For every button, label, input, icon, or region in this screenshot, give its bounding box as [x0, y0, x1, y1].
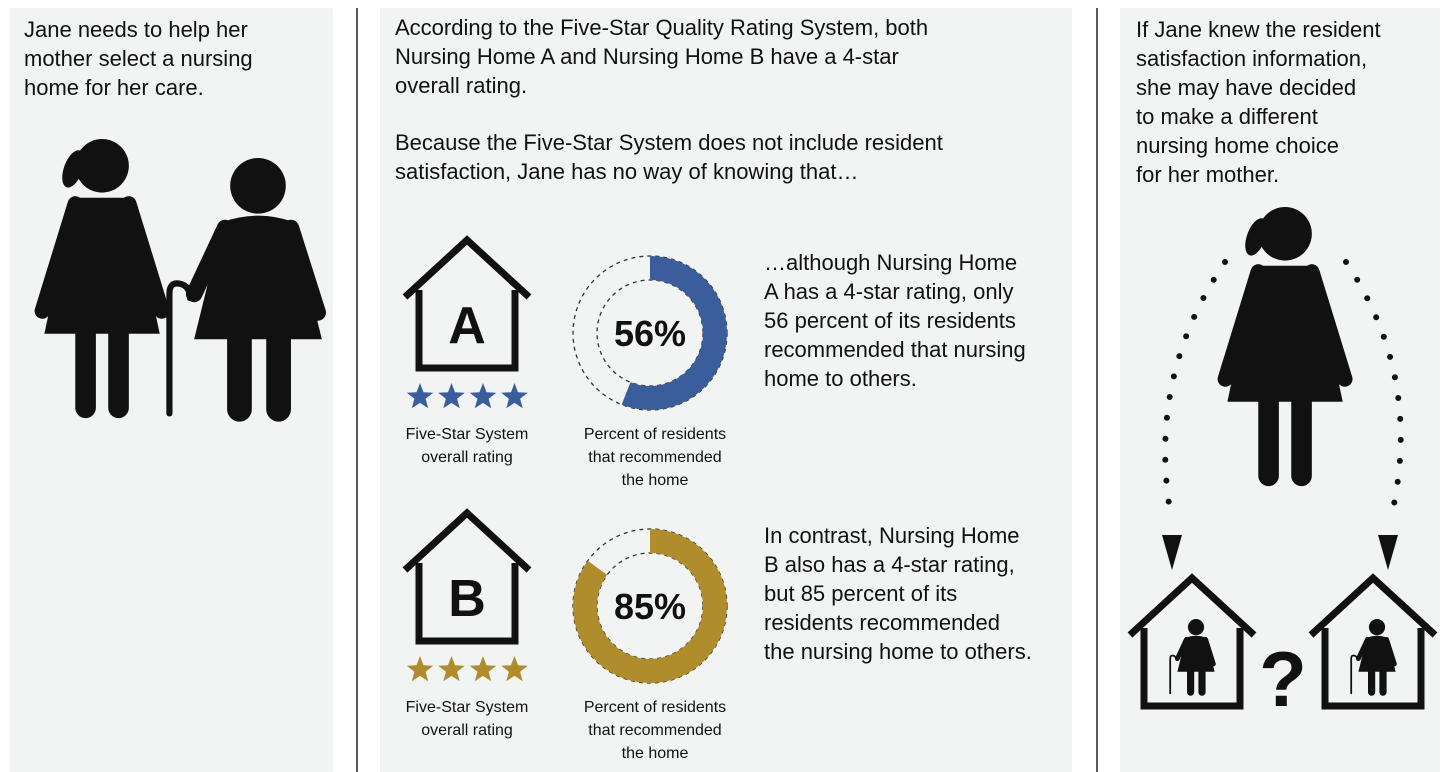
caption: Five-Star System — [406, 426, 529, 443]
caption: overall rating — [421, 449, 513, 466]
panel-text: mother select a nursing — [24, 46, 253, 71]
description-text: but 85 percent of its — [764, 581, 957, 606]
description-text: …although Nursing Home — [764, 250, 1017, 275]
panel-text: Jane needs to help her — [24, 17, 248, 42]
intro-text: Nursing Home A and Nursing Home B have a… — [395, 44, 899, 69]
donut-label: 85% — [614, 586, 686, 627]
caption: the home — [622, 745, 689, 762]
panel-text: satisfaction information, — [1136, 46, 1367, 71]
description-text: the nursing home to others. — [764, 639, 1032, 664]
panel-text: she may have decided — [1136, 75, 1356, 100]
description-text: B also has a 4-star rating, — [764, 552, 1015, 577]
intro-text: satisfaction, Jane has no way of knowing… — [395, 159, 858, 184]
caption: Percent of residents — [584, 426, 726, 443]
caption: that recommended — [588, 449, 721, 466]
description-text: home to others. — [764, 366, 917, 391]
panel-text: to make a different — [1136, 104, 1318, 129]
house-letter: B — [448, 570, 486, 628]
head — [1188, 619, 1204, 635]
description-text: 56 percent of its residents — [764, 308, 1016, 333]
panel-text: home for her care. — [24, 75, 204, 100]
donut-label: 56% — [614, 313, 686, 354]
head — [230, 158, 286, 214]
head — [1369, 619, 1385, 635]
caption: the home — [622, 472, 689, 489]
panel-text: for her mother. — [1136, 162, 1279, 187]
intro-text: According to the Five-Star Quality Ratin… — [395, 15, 928, 40]
caption: Five-Star System — [406, 699, 529, 716]
intro-text: overall rating. — [395, 73, 527, 98]
caption: Percent of residents — [584, 699, 726, 716]
description-text: A has a 4-star rating, only — [764, 279, 1013, 304]
description-text: recommended that nursing — [764, 337, 1026, 362]
caption: overall rating — [421, 722, 513, 739]
caption: that recommended — [588, 722, 721, 739]
panel-text: If Jane knew the resident — [1136, 17, 1381, 42]
question-mark: ? — [1259, 635, 1307, 723]
house-letter: A — [448, 297, 486, 355]
infographic: Jane needs to help her mother select a nu… — [0, 0, 1448, 772]
description-text: residents recommended — [764, 610, 1000, 635]
description-text: In contrast, Nursing Home — [764, 523, 1020, 548]
intro-text: Because the Five-Star System does not in… — [395, 130, 943, 155]
panel-text: nursing home choice — [1136, 133, 1339, 158]
